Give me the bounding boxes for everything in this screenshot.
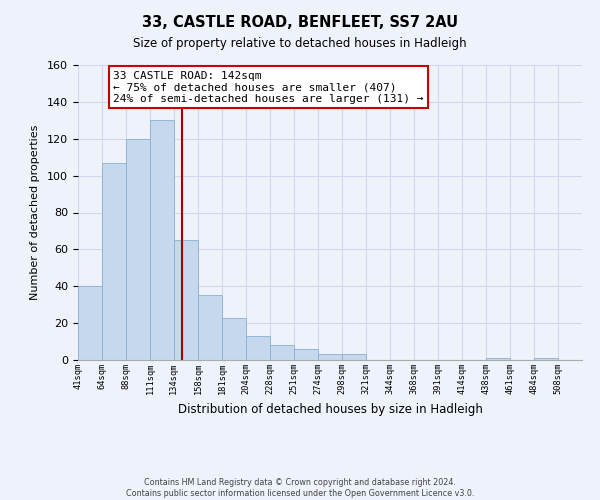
X-axis label: Distribution of detached houses by size in Hadleigh: Distribution of detached houses by size …	[178, 402, 482, 415]
Bar	[222, 318, 245, 360]
Bar	[487, 358, 510, 360]
Bar	[199, 296, 222, 360]
Bar	[317, 354, 343, 360]
Bar	[245, 336, 271, 360]
Bar	[150, 120, 173, 360]
Text: Contains HM Land Registry data © Crown copyright and database right 2024.
Contai: Contains HM Land Registry data © Crown c…	[126, 478, 474, 498]
Text: 33 CASTLE ROAD: 142sqm
← 75% of detached houses are smaller (407)
24% of semi-de: 33 CASTLE ROAD: 142sqm ← 75% of detached…	[113, 70, 424, 104]
Text: Size of property relative to detached houses in Hadleigh: Size of property relative to detached ho…	[133, 38, 467, 51]
Y-axis label: Number of detached properties: Number of detached properties	[30, 125, 40, 300]
Text: 33, CASTLE ROAD, BENFLEET, SS7 2AU: 33, CASTLE ROAD, BENFLEET, SS7 2AU	[142, 15, 458, 30]
Bar	[78, 286, 101, 360]
Bar	[127, 138, 150, 360]
Bar	[343, 354, 366, 360]
Bar	[294, 349, 317, 360]
Bar	[101, 162, 127, 360]
Bar	[533, 358, 559, 360]
Bar	[271, 345, 294, 360]
Bar	[173, 240, 199, 360]
